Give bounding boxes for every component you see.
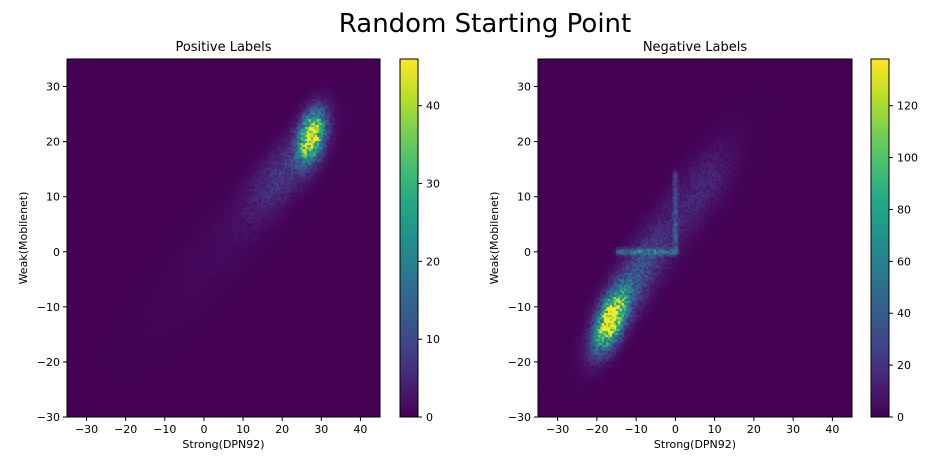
x-tick-label: −20 — [585, 423, 608, 436]
y-tick-label: 0 — [53, 246, 60, 259]
y-tick-label: 30 — [46, 81, 60, 94]
colorbar-tick-label: 0 — [426, 411, 433, 424]
figure-title: Random Starting Point — [339, 9, 631, 39]
x-axis-label: Strong(DPN92) — [654, 438, 736, 451]
colorbar-tick-label: 60 — [897, 255, 911, 268]
y-tick-label: −20 — [508, 356, 531, 369]
panel-negative: Negative Labels −30 −20 −10 0 10 20 30 40 −30 −20 −… — [488, 40, 918, 451]
colorbar-tick-label: 100 — [897, 152, 918, 165]
colorbar-tick-label: 80 — [897, 203, 911, 216]
colorbar-tick-label: 30 — [426, 178, 440, 191]
x-tick-label: 10 — [236, 423, 250, 436]
colorbar — [870, 58, 890, 418]
heatmap-image — [67, 59, 380, 417]
y-tick-label: 0 — [524, 246, 531, 259]
x-tick-label: −20 — [114, 423, 137, 436]
x-axis-label: Strong(DPN92) — [182, 438, 264, 451]
axes-frame — [537, 58, 853, 418]
x-tick-label: −10 — [625, 423, 648, 436]
colorbar-tick-label: 120 — [897, 100, 918, 113]
y-tick-label: 20 — [517, 136, 531, 149]
x-tick-label: 10 — [708, 423, 722, 436]
colorbar-tick-label: 40 — [897, 307, 911, 320]
colorbar-tick-label: 10 — [426, 333, 440, 346]
axes-frame — [66, 58, 381, 418]
x-tick-label: 0 — [672, 423, 679, 436]
x-tick-label: 40 — [825, 423, 839, 436]
colorbar — [399, 58, 419, 418]
x-tick-label: 30 — [314, 423, 328, 436]
y-tick-label: −10 — [37, 301, 60, 314]
panel-positive: Positive Labels −30 −20 −10 0 10 20 30 40 −30 −20 −… — [17, 40, 440, 451]
x-tick-label: 40 — [353, 423, 367, 436]
y-tick-label: 20 — [46, 136, 60, 149]
x-tick-label: −10 — [153, 423, 176, 436]
x-tick-label: 20 — [275, 423, 289, 436]
panel-title: Positive Labels — [175, 40, 271, 55]
y-tick-label: 10 — [46, 191, 60, 204]
x-tick-label: 30 — [786, 423, 800, 436]
y-axis-label: Weak(Mobilenet) — [488, 192, 501, 285]
x-tick-label: −30 — [546, 423, 569, 436]
colorbar-tick-label: 40 — [426, 100, 440, 113]
y-axis-label: Weak(Mobilenet) — [17, 192, 30, 285]
x-tick-label: −30 — [75, 423, 98, 436]
colorbar-tick-label: 0 — [897, 411, 904, 424]
x-tick-label: 20 — [747, 423, 761, 436]
colorbar-tick-label: 20 — [426, 255, 440, 268]
panel-title: Negative Labels — [643, 40, 748, 55]
y-tick-label: 30 — [517, 81, 531, 94]
y-tick-label: −20 — [37, 356, 60, 369]
y-tick-label: 10 — [517, 191, 531, 204]
y-tick-label: −10 — [508, 301, 531, 314]
y-tick-label: −30 — [508, 411, 531, 424]
y-tick-label: −30 — [37, 411, 60, 424]
colorbar-tick-label: 20 — [897, 359, 911, 372]
x-tick-label: 0 — [200, 423, 207, 436]
heatmap-image — [538, 59, 852, 417]
